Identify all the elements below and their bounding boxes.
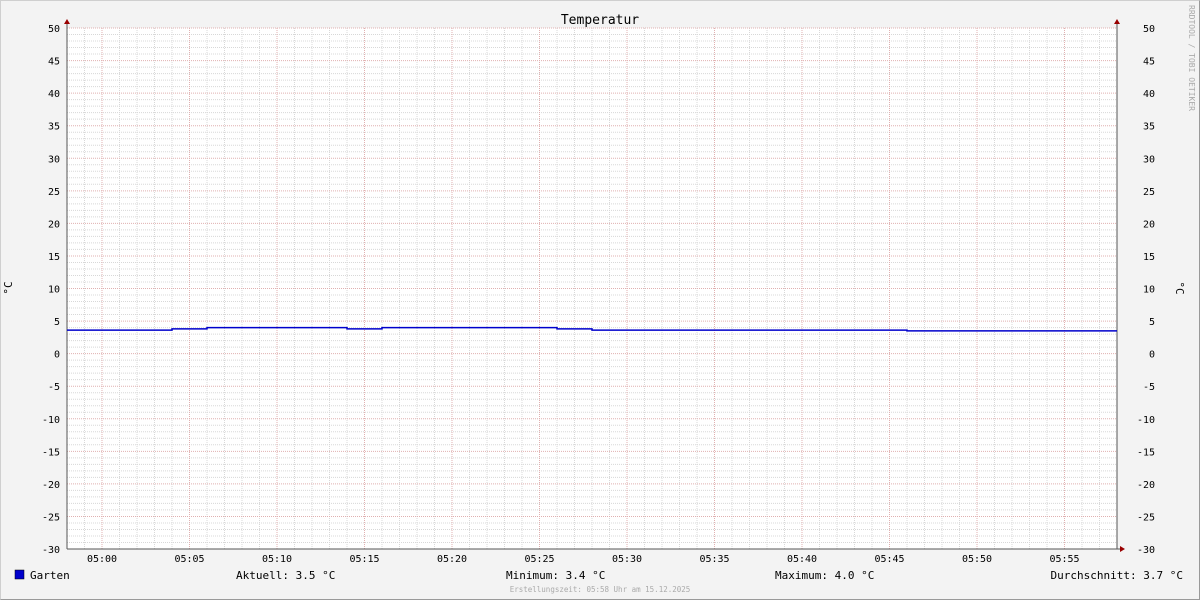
y-tick-label-right: 40 <box>1143 89 1155 100</box>
series-line-garten <box>67 326 1117 332</box>
y-axis-label-right: °C <box>1173 281 1186 294</box>
y-tick-label-left: -5 <box>48 382 60 393</box>
x-tick-label: 05:30 <box>612 554 642 565</box>
y-tick-label-left: -30 <box>42 545 60 556</box>
y-tick-label-right: 0 <box>1149 350 1155 361</box>
y-tick-label-left: 10 <box>48 285 60 296</box>
y-tick-label-right: -15 <box>1137 447 1155 458</box>
y-axis-label-left: °C <box>2 281 15 294</box>
legend-maximum: Maximum: 4.0 °C <box>775 569 874 582</box>
y-tick-label-right: 10 <box>1143 285 1155 296</box>
y-tick-label-left: 35 <box>48 122 60 133</box>
x-tick-label: 05:50 <box>962 554 992 565</box>
x-tick-label: 05:55 <box>1049 554 1079 565</box>
y-tick-label-right: 45 <box>1143 57 1155 68</box>
x-tick-label: 05:05 <box>174 554 204 565</box>
y-axis-arrow-left <box>64 19 70 24</box>
y-tick-label-left: -10 <box>42 415 60 426</box>
x-tick-label: 05:40 <box>787 554 817 565</box>
y-tick-label-right: 15 <box>1143 252 1155 263</box>
y-tick-label-left: 50 <box>48 24 60 35</box>
y-tick-label-right: -5 <box>1143 382 1155 393</box>
x-tick-label: 05:15 <box>349 554 379 565</box>
y-tick-label-left: 45 <box>48 57 60 68</box>
y-tick-label-right: -25 <box>1137 512 1155 523</box>
legend-swatch-garten <box>14 569 25 580</box>
x-tick-label: 05:10 <box>262 554 292 565</box>
rrdtool-watermark: RRDTOOL / TOBI OETIKER <box>1187 5 1196 111</box>
y-tick-label-left: 25 <box>48 187 60 198</box>
y-tick-label-right: 35 <box>1143 122 1155 133</box>
chart-title: Temperatur <box>561 13 639 28</box>
legend-aktuell: Aktuell: 3.5 °C <box>236 569 335 582</box>
y-tick-label-left: 30 <box>48 154 60 165</box>
y-tick-label-right: -10 <box>1137 415 1155 426</box>
legend-durchschnitt: Durchschnitt: 3.7 °C <box>1051 569 1183 582</box>
y-tick-label-right: 25 <box>1143 187 1155 198</box>
creation-time-footer: Erstellungszeit: 05:58 Uhr am 15.12.2025 <box>510 585 691 594</box>
y-tick-label-right: 20 <box>1143 219 1155 230</box>
y-tick-label-left: -20 <box>42 480 60 491</box>
y-tick-label-left: 20 <box>48 219 60 230</box>
legend-series-label: Garten <box>30 569 70 582</box>
y-tick-label-left: 5 <box>54 317 60 328</box>
y-tick-label-left: -15 <box>42 447 60 458</box>
y-tick-label-left: 0 <box>54 350 60 361</box>
x-tick-label: 05:25 <box>524 554 554 565</box>
y-tick-label-right: 5 <box>1149 317 1155 328</box>
y-tick-label-right: -20 <box>1137 480 1155 491</box>
x-tick-label: 05:00 <box>87 554 117 565</box>
y-tick-label-left: 15 <box>48 252 60 263</box>
legend-minimum: Minimum: 3.4 °C <box>506 569 605 582</box>
y-tick-label-left: 40 <box>48 89 60 100</box>
y-tick-label-right: -30 <box>1137 545 1155 556</box>
y-tick-label-right: 50 <box>1143 24 1155 35</box>
y-tick-label-right: 30 <box>1143 154 1155 165</box>
x-tick-label: 05:45 <box>874 554 904 565</box>
x-tick-label: 05:20 <box>437 554 467 565</box>
x-tick-label: 05:35 <box>699 554 729 565</box>
y-tick-label-left: -25 <box>42 512 60 523</box>
y-axis-arrow-right <box>1114 19 1120 24</box>
x-axis-arrow <box>1120 546 1125 552</box>
